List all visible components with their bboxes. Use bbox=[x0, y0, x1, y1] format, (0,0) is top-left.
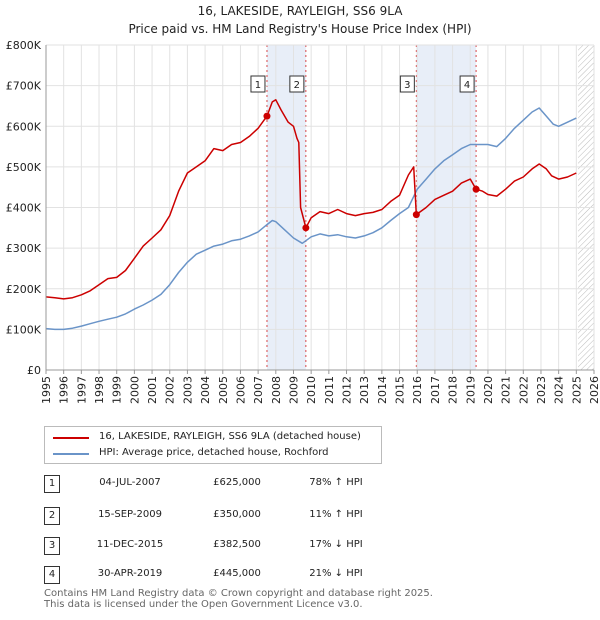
x-tick-label: 2019 bbox=[464, 376, 477, 404]
legend-label-hpi: HPI: Average price, detached house, Roch… bbox=[99, 447, 329, 458]
y-tick-label: £0 bbox=[27, 364, 41, 377]
x-tick-label: 1999 bbox=[111, 376, 124, 404]
x-tick-label: 2001 bbox=[146, 376, 159, 404]
transaction-date: 04-JUL-2007 bbox=[99, 477, 161, 488]
transaction-number: 1 bbox=[44, 475, 60, 493]
x-tick-label: 2013 bbox=[358, 376, 371, 404]
x-tick-label: 2008 bbox=[270, 376, 283, 404]
y-tick-label: £800K bbox=[6, 39, 42, 52]
x-tick-label: 1996 bbox=[58, 376, 71, 404]
transaction-hpi-change: 78% ↑ HPI bbox=[309, 477, 363, 488]
y-tick-label: £600K bbox=[6, 120, 42, 133]
x-tick-label: 2022 bbox=[517, 376, 530, 404]
footer-attribution: Contains HM Land Registry data © Crown c… bbox=[44, 588, 433, 610]
x-tick-label: 2017 bbox=[429, 376, 442, 404]
sale-label: 2 bbox=[294, 80, 300, 91]
chart-legend: 16, LAKESIDE, RAYLEIGH, SS6 9LA (detache… bbox=[44, 426, 382, 464]
x-tick-label: 2016 bbox=[411, 376, 424, 404]
x-tick-label: 2010 bbox=[305, 376, 318, 404]
footer-line: Contains HM Land Registry data © Crown c… bbox=[44, 588, 433, 599]
x-tick-label: 2024 bbox=[553, 376, 566, 404]
x-tick-label: 2012 bbox=[341, 376, 354, 404]
sale-point bbox=[412, 211, 420, 219]
x-tick-label: 2003 bbox=[181, 376, 194, 404]
footer-line: This data is licensed under the Open Gov… bbox=[44, 599, 363, 610]
sale-point bbox=[302, 224, 310, 232]
x-tick-label: 2005 bbox=[217, 376, 230, 404]
y-tick-label: £200K bbox=[6, 283, 42, 296]
x-tick-label: 2007 bbox=[252, 376, 265, 404]
sale-label-box bbox=[250, 75, 266, 93]
transaction-price: £382,500 bbox=[213, 539, 261, 550]
transaction-date: 11-DEC-2015 bbox=[96, 539, 164, 550]
x-tick-label: 2023 bbox=[535, 376, 548, 404]
x-tick-label: 2025 bbox=[570, 376, 583, 404]
x-tick-label: 2021 bbox=[500, 376, 513, 404]
legend-swatch-price bbox=[53, 437, 89, 439]
y-tick-label: £300K bbox=[6, 242, 42, 255]
sale-label-box bbox=[289, 75, 305, 93]
y-tick-label: £500K bbox=[6, 161, 42, 174]
transaction-number: 3 bbox=[44, 537, 60, 555]
transaction-price: £445,000 bbox=[213, 568, 261, 579]
sale-label: 1 bbox=[255, 80, 261, 91]
transaction-price: £625,000 bbox=[213, 477, 261, 488]
transaction-price: £350,000 bbox=[213, 509, 261, 520]
sale-point bbox=[263, 112, 271, 120]
hpi-line bbox=[45, 107, 577, 331]
sale-label: 4 bbox=[464, 80, 470, 91]
transaction-date: 30-APR-2019 bbox=[97, 568, 163, 579]
x-tick-label: 2020 bbox=[482, 376, 495, 404]
y-tick-label: £700K bbox=[6, 80, 42, 93]
x-tick-label: 2018 bbox=[447, 376, 460, 404]
x-tick-label: 1995 bbox=[40, 376, 53, 404]
x-tick-label: 2011 bbox=[323, 376, 336, 404]
x-tick-label: 2002 bbox=[164, 376, 177, 404]
transaction-hpi-change: 21% ↓ HPI bbox=[309, 568, 363, 579]
x-tick-label: 2000 bbox=[128, 376, 141, 404]
transaction-hpi-change: 11% ↑ HPI bbox=[309, 509, 363, 520]
transaction-date: 15-SEP-2009 bbox=[98, 509, 162, 520]
price-chart: 1 2 3 4 £0 £100K £200K £300K £400K £500K £600K £70… bbox=[6, 39, 600, 404]
x-tick-label: 2026 bbox=[588, 376, 600, 404]
sale-point bbox=[472, 185, 480, 193]
sale-label-box bbox=[459, 75, 475, 93]
x-tick-label: 1998 bbox=[93, 376, 106, 404]
transaction-number: 4 bbox=[44, 566, 60, 584]
sale-label: 3 bbox=[404, 80, 410, 91]
x-tick-label: 1997 bbox=[75, 376, 88, 404]
legend-swatch-hpi bbox=[53, 453, 89, 455]
x-tick-label: 2009 bbox=[287, 376, 300, 404]
y-tick-label: £100K bbox=[6, 323, 42, 336]
transaction-hpi-change: 17% ↓ HPI bbox=[309, 539, 363, 550]
x-tick-label: 2014 bbox=[376, 376, 389, 404]
x-tick-label: 2006 bbox=[234, 376, 247, 404]
x-tick-label: 2004 bbox=[199, 376, 212, 404]
sale-label-box bbox=[399, 75, 415, 93]
chart-subtitle: Price paid vs. HM Land Registry's House … bbox=[128, 22, 472, 36]
legend-label-price: 16, LAKESIDE, RAYLEIGH, SS6 9LA (detache… bbox=[99, 431, 361, 442]
price-paid-line bbox=[45, 99, 577, 300]
transaction-number: 2 bbox=[44, 507, 60, 525]
x-tick-label: 2015 bbox=[394, 376, 407, 404]
y-tick-label: £400K bbox=[6, 202, 42, 215]
chart-title: 16, LAKESIDE, RAYLEIGH, SS6 9LA bbox=[197, 4, 403, 18]
